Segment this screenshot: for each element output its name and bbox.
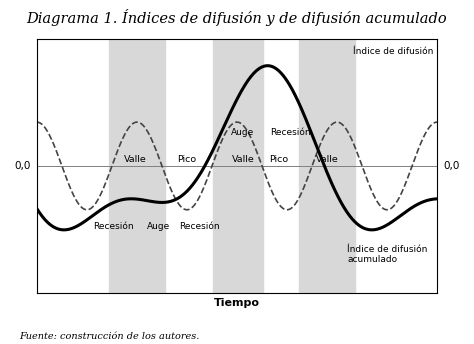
Text: Índice de difusión: Índice de difusión bbox=[353, 47, 433, 56]
Text: Recesión: Recesión bbox=[270, 128, 310, 138]
Text: Auge: Auge bbox=[231, 128, 254, 138]
Bar bbox=[213, 39, 263, 293]
Text: Pico: Pico bbox=[269, 155, 289, 164]
Text: Valle: Valle bbox=[124, 155, 146, 164]
Text: Fuente: construcción de los autores.: Fuente: construcción de los autores. bbox=[19, 332, 200, 341]
Text: Índice de difusión
acumulado: Índice de difusión acumulado bbox=[347, 245, 428, 264]
Text: Auge: Auge bbox=[147, 222, 170, 231]
Text: Valle: Valle bbox=[232, 155, 255, 164]
Bar bbox=[109, 39, 165, 293]
Text: Recesión: Recesión bbox=[179, 222, 219, 231]
Text: Diagrama 1. Índices de difusión y de difusión acumulado: Diagrama 1. Índices de difusión y de dif… bbox=[27, 9, 447, 25]
Text: Recesión: Recesión bbox=[93, 222, 134, 231]
Text: 0,0: 0,0 bbox=[15, 161, 31, 171]
X-axis label: Tiempo: Tiempo bbox=[214, 298, 260, 308]
Text: Pico: Pico bbox=[177, 155, 197, 164]
Text: Valle: Valle bbox=[316, 155, 338, 164]
Text: 0,0: 0,0 bbox=[443, 161, 459, 171]
Bar bbox=[299, 39, 355, 293]
